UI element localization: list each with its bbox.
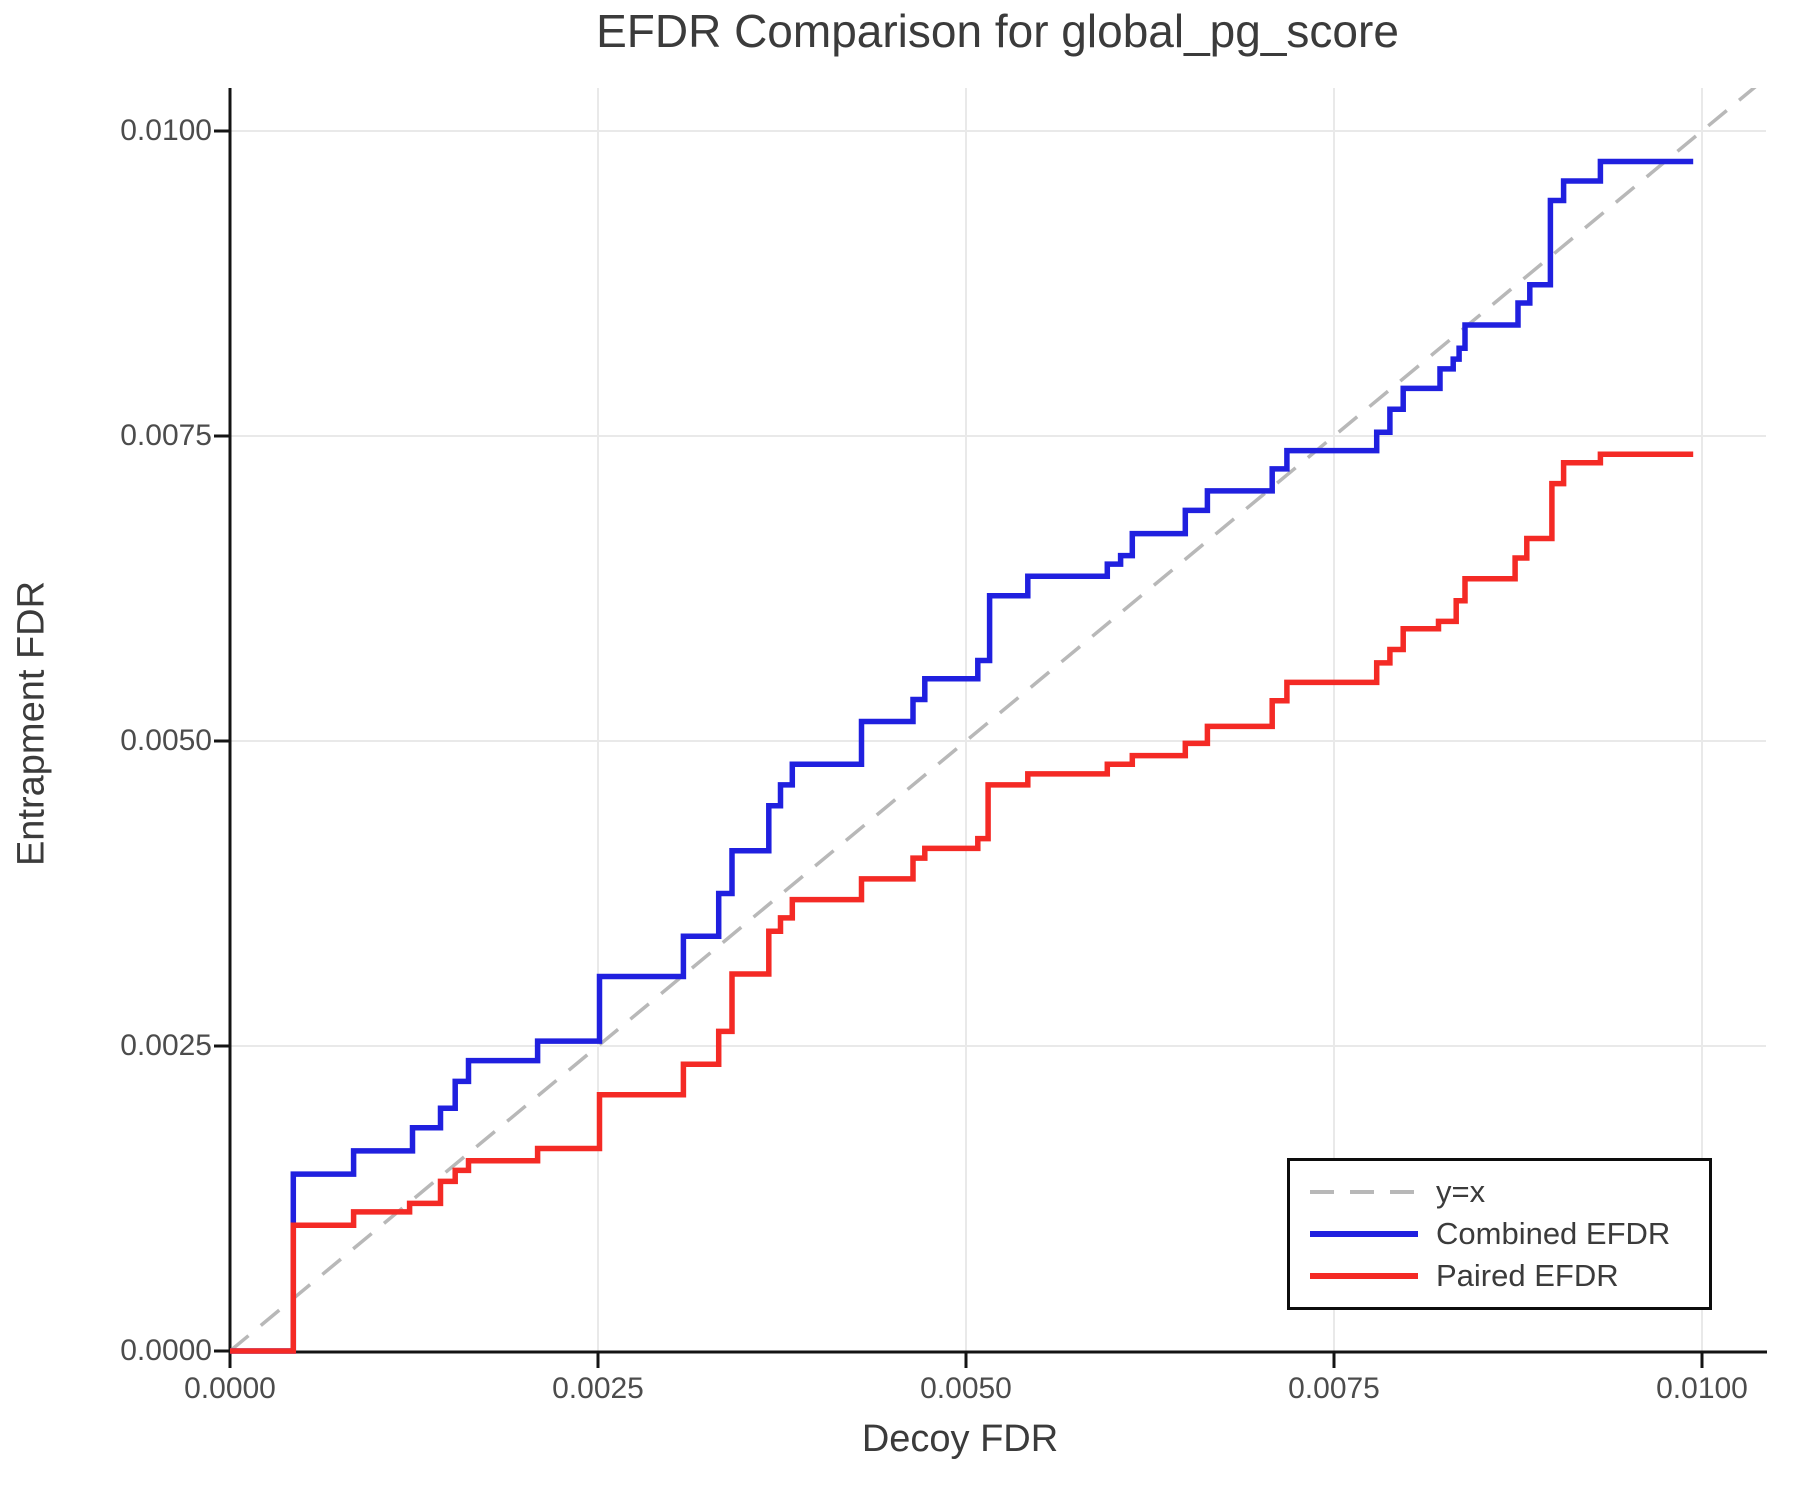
legend-label: Paired EFDR bbox=[1436, 1258, 1619, 1293]
identity-line bbox=[230, 88, 1757, 1353]
x-axis-label: Decoy FDR bbox=[861, 1418, 1059, 1460]
x-tick-label: 0.0000 bbox=[184, 1372, 276, 1405]
dashed-line-sample-icon bbox=[1310, 1190, 1418, 1194]
axis-spines bbox=[228, 88, 1767, 1354]
legend: y=x Combined EFDR Paired EFDR bbox=[1287, 1158, 1712, 1310]
y-tick-label: 0.0050 bbox=[120, 724, 212, 757]
legend-item-paired-efdr: Paired EFDR bbox=[1308, 1256, 1709, 1296]
red-line-sample-icon bbox=[1310, 1273, 1418, 1279]
x-tick-label: 0.0050 bbox=[920, 1372, 1012, 1405]
legend-item-combined-efdr: Combined EFDR bbox=[1308, 1214, 1709, 1254]
y-tick-label: 0.0075 bbox=[120, 419, 212, 452]
gridlines bbox=[231, 88, 1766, 1352]
x-tick-label: 0.0100 bbox=[1656, 1372, 1748, 1405]
y-tick-label: 0.0025 bbox=[120, 1029, 212, 1062]
legend-label: y=x bbox=[1436, 1174, 1486, 1209]
legend-item-identity: y=x bbox=[1308, 1172, 1709, 1212]
x-tick-label: 0.0075 bbox=[1288, 1372, 1380, 1405]
y-tick-label: 0.0100 bbox=[120, 114, 212, 147]
paired-efdr-line bbox=[230, 451, 1694, 1354]
y-tick-label: 0.0000 bbox=[120, 1334, 212, 1367]
blue-line-sample-icon bbox=[1310, 1231, 1418, 1237]
legend-label: Combined EFDR bbox=[1436, 1216, 1671, 1251]
x-tick-label: 0.0025 bbox=[552, 1372, 644, 1405]
tick-marks bbox=[214, 129, 1704, 1368]
combined-efdr-line bbox=[230, 158, 1694, 1354]
chart-title: EFDR Comparison for global_pg_score bbox=[596, 5, 1399, 57]
